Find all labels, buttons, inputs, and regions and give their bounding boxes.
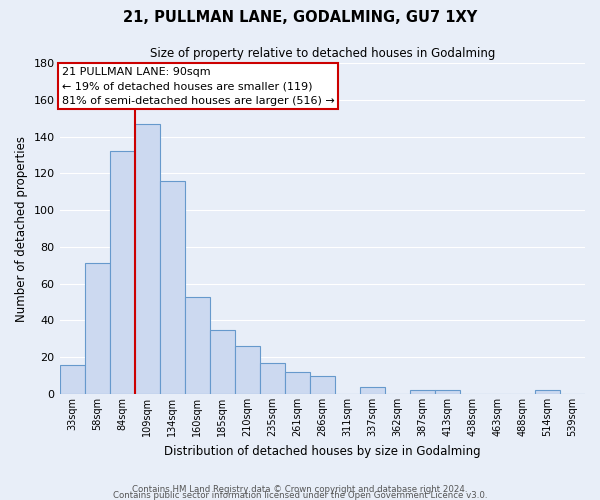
Bar [85, 264, 110, 394]
Bar [285, 372, 310, 394]
Bar [160, 180, 185, 394]
Bar [360, 386, 385, 394]
Title: Size of property relative to detached houses in Godalming: Size of property relative to detached ho… [149, 48, 495, 60]
Bar [410, 390, 435, 394]
Text: Contains public sector information licensed under the Open Government Licence v3: Contains public sector information licen… [113, 490, 487, 500]
Bar [110, 152, 134, 394]
Bar [59, 364, 85, 394]
Text: 21, PULLMAN LANE, GODALMING, GU7 1XY: 21, PULLMAN LANE, GODALMING, GU7 1XY [123, 10, 477, 25]
Bar [235, 346, 260, 394]
Text: Contains HM Land Registry data © Crown copyright and database right 2024.: Contains HM Land Registry data © Crown c… [132, 484, 468, 494]
Bar [260, 363, 285, 394]
Bar [535, 390, 560, 394]
Bar [209, 330, 235, 394]
Y-axis label: Number of detached properties: Number of detached properties [15, 136, 28, 322]
Bar [134, 124, 160, 394]
Bar [310, 376, 335, 394]
X-axis label: Distribution of detached houses by size in Godalming: Distribution of detached houses by size … [164, 444, 481, 458]
Bar [185, 296, 209, 394]
Text: 21 PULLMAN LANE: 90sqm
← 19% of detached houses are smaller (119)
81% of semi-de: 21 PULLMAN LANE: 90sqm ← 19% of detached… [62, 66, 334, 106]
Bar [435, 390, 460, 394]
